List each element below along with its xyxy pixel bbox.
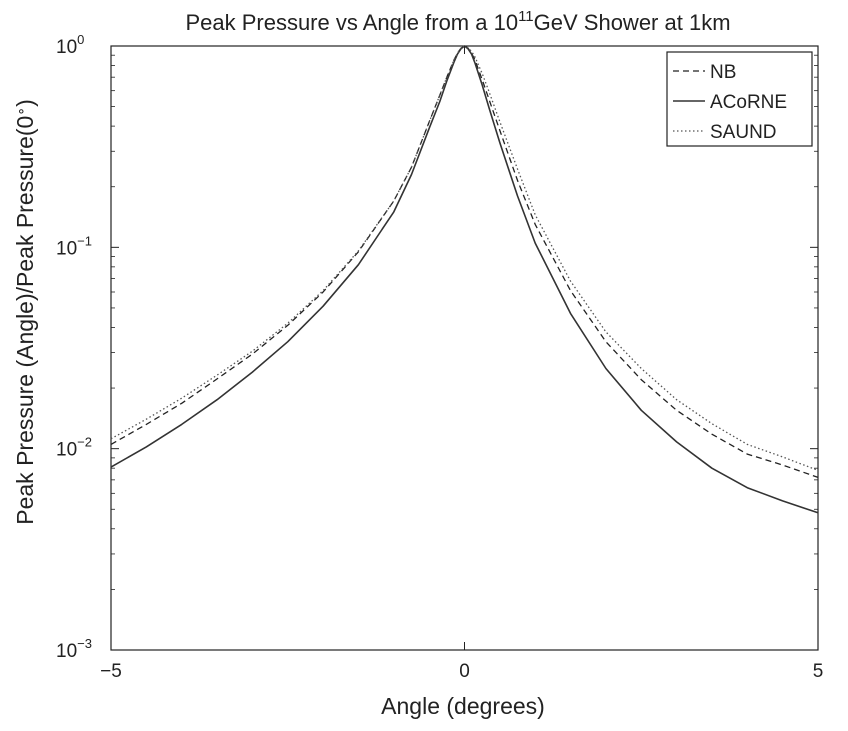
y-tick-label: 10−2 [56, 435, 92, 461]
y-tick-exponent: −3 [77, 636, 92, 651]
y-tick-exponent: −2 [77, 435, 92, 450]
legend-label: NB [710, 62, 736, 83]
y-axis-title-main: Peak Pressure (Angle)/Peak Pressure(0 [12, 116, 38, 525]
y-tick-exponent: 0 [77, 32, 84, 47]
y-axis-title: Peak Pressure (Angle)/Peak Pressure(0∘) [12, 99, 38, 525]
y-tick-base: 10 [56, 641, 77, 662]
legend-box [666, 51, 813, 147]
x-tick-label: 0 [459, 661, 470, 682]
series-line-nb [110, 45, 819, 479]
chart-title: Peak Pressure vs Angle from a 1011GeV Sh… [185, 8, 730, 35]
y-axis-title-degree: ∘ [12, 107, 28, 116]
y-tick-base: 10 [56, 238, 77, 259]
x-tick-label: −5 [100, 661, 122, 682]
legend-label: SAUND [710, 122, 777, 143]
y-tick-exponent: −1 [77, 233, 92, 248]
y-tick-label: 10−1 [56, 233, 92, 259]
y-tick-base: 10 [56, 37, 77, 58]
y-tick-base: 10 [56, 440, 77, 461]
chart-title-rest: GeV Shower at 1km [534, 10, 731, 35]
legend-label: ACoRNE [710, 92, 787, 113]
y-tick-label: 10−3 [56, 636, 92, 662]
y-tick-label: 100 [56, 32, 84, 58]
x-axis-title: Angle (degrees) [381, 693, 545, 719]
chart-title-exponent: 11 [518, 8, 534, 25]
legend: NB ACoRNE SAUND [666, 51, 813, 147]
x-tick-label: 5 [813, 661, 824, 682]
chart-title-main: Peak Pressure vs Angle from a 10 [185, 10, 518, 35]
y-axis-title-close: ) [12, 99, 38, 107]
